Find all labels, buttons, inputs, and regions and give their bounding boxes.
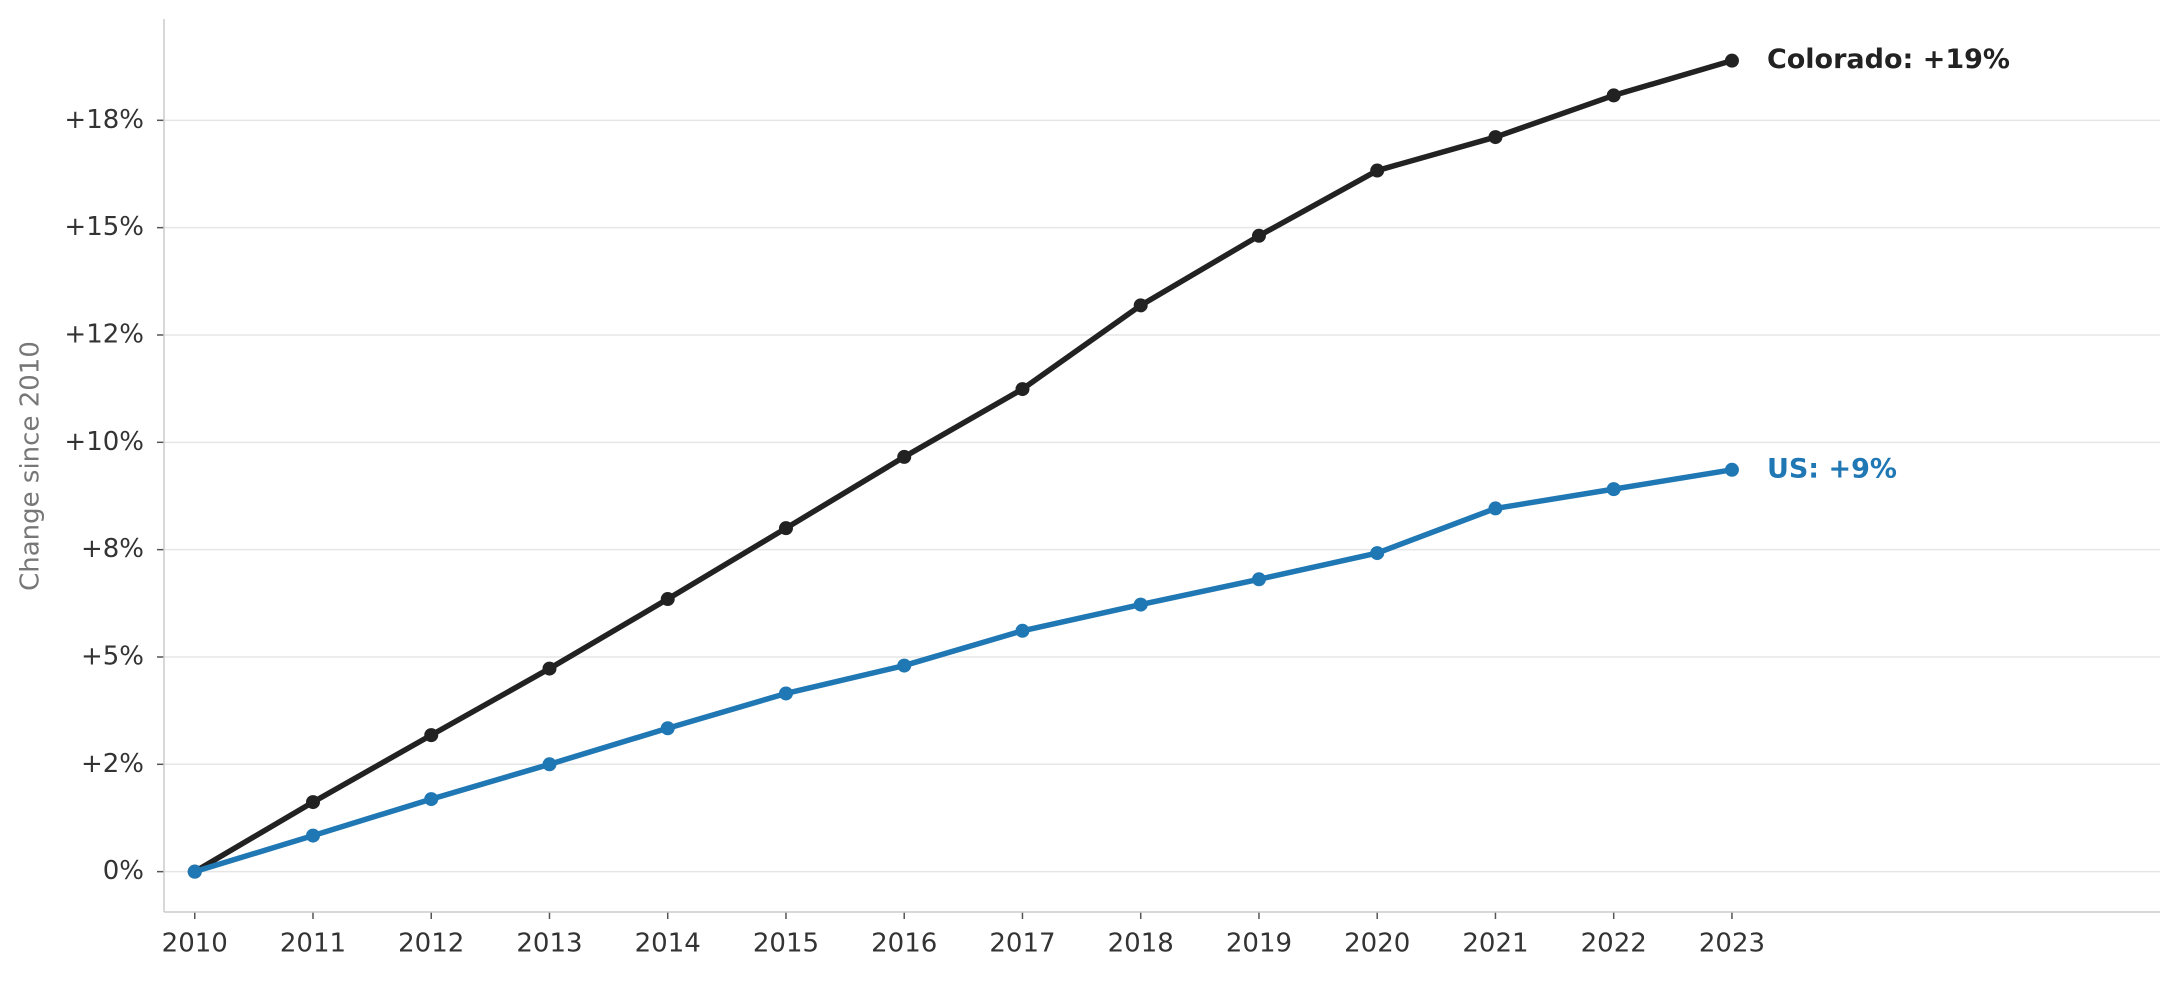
x-tick-label: 2018 bbox=[1108, 929, 1174, 959]
point bbox=[897, 658, 912, 673]
point bbox=[1370, 546, 1385, 561]
point bbox=[1015, 623, 1030, 638]
y-tick-label: +15% bbox=[64, 212, 144, 242]
x-tick-label: 2013 bbox=[516, 929, 582, 959]
series-label: US: +9% bbox=[1767, 453, 1897, 484]
y-tick-label: +12% bbox=[64, 319, 144, 349]
series-line bbox=[193, 467, 1733, 875]
x-tick-label: 2011 bbox=[280, 929, 346, 959]
point bbox=[1488, 501, 1503, 516]
x-tick-label: 2017 bbox=[989, 929, 1055, 959]
x-tick-label: 2012 bbox=[398, 929, 464, 959]
point bbox=[1015, 382, 1030, 397]
point bbox=[187, 864, 202, 879]
point bbox=[424, 728, 439, 743]
x-tick-label: 2019 bbox=[1226, 929, 1292, 959]
y-tick-label: +5% bbox=[81, 641, 144, 671]
y-tick-label: +10% bbox=[64, 427, 144, 457]
point bbox=[897, 449, 912, 464]
point bbox=[542, 661, 557, 676]
x-tick-label: 2016 bbox=[871, 929, 937, 959]
y-tick-label: 0% bbox=[103, 856, 144, 886]
x-tick-label: 2023 bbox=[1699, 929, 1765, 959]
point bbox=[1251, 572, 1266, 587]
x-tick-label: 2021 bbox=[1462, 929, 1528, 959]
point bbox=[1606, 88, 1621, 103]
point bbox=[660, 592, 675, 607]
point bbox=[1370, 163, 1385, 178]
point bbox=[424, 792, 439, 807]
point bbox=[305, 828, 320, 843]
point bbox=[1133, 298, 1148, 313]
point bbox=[778, 521, 793, 536]
x-tick-label: 2014 bbox=[635, 929, 701, 959]
x-tick-label: 2010 bbox=[162, 929, 228, 959]
x-tick-label: 2022 bbox=[1581, 929, 1647, 959]
series-line bbox=[193, 58, 1733, 875]
point bbox=[1724, 462, 1739, 477]
point bbox=[305, 795, 320, 810]
y-tick-label: +18% bbox=[64, 105, 144, 135]
x-tick-label: 2015 bbox=[753, 929, 819, 959]
series-label: Colorado: +19% bbox=[1767, 44, 2010, 75]
y-tick-label: +2% bbox=[81, 749, 144, 779]
point bbox=[542, 757, 557, 772]
point bbox=[1606, 482, 1621, 497]
y-axis-label: Change since 2010 bbox=[16, 341, 46, 591]
x-tick-label: 2020 bbox=[1344, 929, 1410, 959]
point bbox=[1724, 53, 1739, 68]
y-tick-label: +8% bbox=[81, 534, 144, 564]
point bbox=[1133, 597, 1148, 612]
point bbox=[660, 721, 675, 736]
point bbox=[1488, 130, 1503, 145]
point bbox=[1251, 228, 1266, 243]
point bbox=[778, 686, 793, 701]
